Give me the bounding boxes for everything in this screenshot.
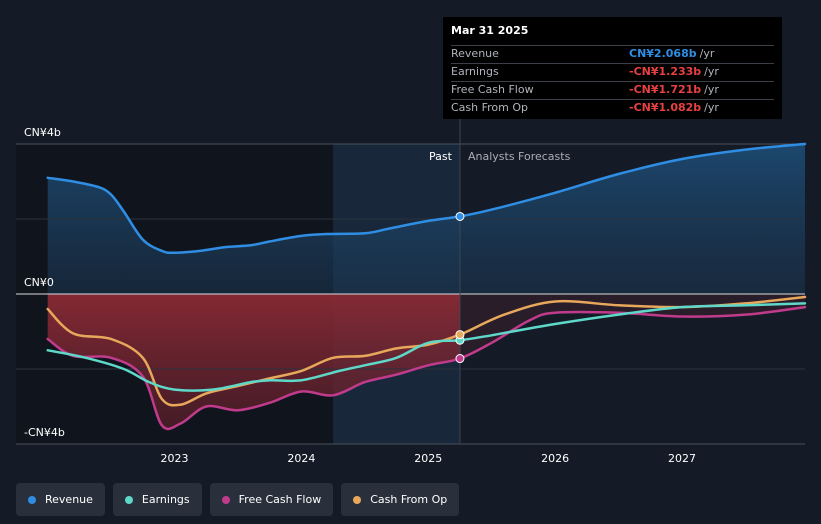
tooltip-row-free-cash-flow: Free Cash Flow -CN¥1.721b /yr bbox=[451, 81, 774, 99]
x-tick-label: 2024 bbox=[287, 452, 315, 465]
tooltip-value: CN¥2.068b bbox=[629, 47, 697, 60]
past-label: Past bbox=[429, 150, 453, 163]
x-tick-label: 2023 bbox=[161, 452, 189, 465]
chart-canvas: CN¥4b CN¥0 -CN¥4b 2023 2024 2025 2026 2027 Past A… bbox=[16, 17, 807, 465]
legend-dot bbox=[124, 495, 133, 504]
tooltip-unit: /yr bbox=[704, 101, 719, 114]
tooltip-value: -CN¥1.233b bbox=[629, 65, 702, 78]
chart-legend: Revenue Earnings Free Cash Flow Cash Fro… bbox=[16, 483, 460, 516]
marker-revenue bbox=[455, 211, 465, 221]
legend-dot bbox=[28, 495, 36, 504]
series-line-cash-from-op bbox=[46, 295, 807, 407]
legend-dot bbox=[353, 495, 362, 504]
legend-item-free-cash-flow[interactable]: Free Cash Flow bbox=[209, 483, 334, 516]
legend-label: Revenue bbox=[45, 493, 93, 506]
tooltip-unit: /yr bbox=[704, 65, 719, 78]
tooltip-unit: /yr bbox=[699, 47, 715, 60]
tooltip-row-earnings: Earnings -CN¥1.233b /yr bbox=[451, 63, 774, 81]
legend-label: Cash From Op bbox=[370, 493, 448, 506]
x-tick-label: 2025 bbox=[414, 452, 442, 465]
series-line-earnings bbox=[46, 302, 807, 392]
loss-area-fill-forecast bbox=[459, 294, 805, 359]
tooltip-label: Cash From Op bbox=[451, 101, 529, 114]
tooltip-unit: /yr bbox=[704, 83, 719, 96]
tooltip-row-cash-from-op: Cash From Op -CN¥1.082b /yr bbox=[451, 99, 774, 117]
legend-label: Earnings bbox=[141, 493, 190, 506]
x-tick-label: 2026 bbox=[541, 452, 569, 465]
legend-item-revenue[interactable]: Revenue bbox=[16, 483, 105, 516]
marker-cash-from-op bbox=[455, 330, 465, 340]
tooltip-row-revenue: Revenue CN¥2.068b /yr bbox=[451, 45, 774, 63]
tooltip-label: Revenue bbox=[451, 47, 499, 60]
y-label-top: CN¥4b bbox=[24, 126, 61, 139]
tooltip-value: -CN¥1.721b bbox=[629, 83, 702, 96]
tooltip-value: -CN¥1.082b bbox=[629, 101, 702, 114]
forecast-label: Analysts Forecasts bbox=[468, 150, 571, 163]
marker-free-cash-flow bbox=[455, 354, 465, 364]
y-label-bottom: -CN¥4b bbox=[24, 426, 65, 439]
revenue-area-fill bbox=[47, 144, 805, 294]
x-tick-label: 2027 bbox=[668, 452, 696, 465]
loss-area-fill-past bbox=[47, 294, 460, 429]
legend-label: Free Cash Flow bbox=[238, 493, 322, 506]
legend-item-earnings[interactable]: Earnings bbox=[112, 483, 202, 516]
legend-dot bbox=[221, 495, 230, 504]
tooltip-label: Free Cash Flow bbox=[451, 83, 534, 96]
y-label-zero: CN¥0 bbox=[24, 276, 54, 289]
tooltip-label: Earnings bbox=[451, 65, 499, 78]
tooltip-panel: Mar 31 2025 Revenue CN¥2.068b /yr Earnin… bbox=[443, 17, 782, 119]
series-line-free-cash-flow bbox=[46, 305, 807, 431]
legend-item-cash-from-op[interactable]: Cash From Op bbox=[341, 483, 460, 516]
tooltip-date: Mar 31 2025 bbox=[451, 24, 529, 37]
series-line-revenue bbox=[46, 142, 807, 255]
